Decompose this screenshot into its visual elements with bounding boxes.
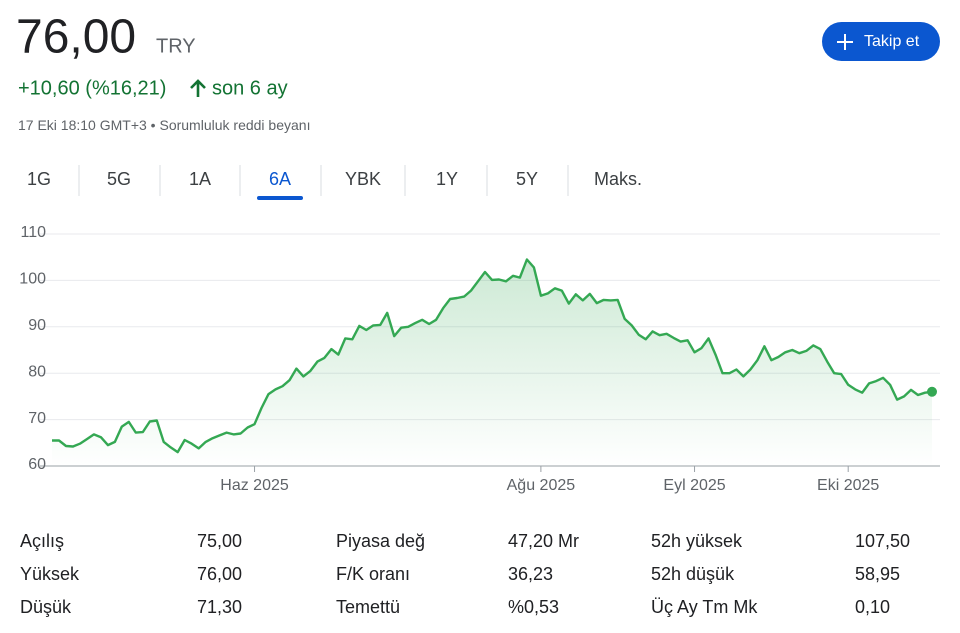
price: 76,00 bbox=[16, 11, 136, 64]
selected-underline bbox=[257, 196, 303, 200]
range-tab[interactable]: 1Y bbox=[436, 169, 458, 189]
stat-label: Düşük bbox=[20, 597, 72, 617]
button-bg bbox=[822, 22, 940, 61]
disclaimer[interactable]: Sorumluluk reddi beyanı bbox=[159, 117, 310, 133]
range-tab[interactable]: YBK bbox=[345, 169, 381, 189]
currency: TRY bbox=[156, 35, 196, 57]
stat-label: 52h düşük bbox=[651, 564, 735, 584]
timestamp: 17 Eki 18:10 GMT+3 • Sorumluluk reddi be… bbox=[18, 117, 310, 133]
stat-value: 0,10 bbox=[855, 597, 890, 617]
stat-value: 58,95 bbox=[855, 564, 900, 584]
up-arrow bbox=[190, 79, 206, 97]
stat-value: 76,00 bbox=[197, 564, 242, 584]
follow-button[interactable]: Takip et bbox=[822, 22, 940, 61]
stat-label: Açılış bbox=[20, 531, 64, 551]
price-line bbox=[52, 258, 933, 454]
range-tabs: 1G 5G 1A 6A YBK 1Y 5Y Maks. bbox=[27, 165, 642, 200]
last-point bbox=[927, 386, 937, 397]
x-tick-label: Ağu 2025 bbox=[507, 477, 576, 494]
stat-value: 47,20 Mr bbox=[508, 531, 579, 551]
range-tab[interactable]: 1A bbox=[189, 169, 211, 189]
y-tick-label: 110 bbox=[20, 224, 46, 241]
stat-label: Yüksek bbox=[20, 564, 80, 584]
chart: 60 70 80 90 100 110 Haz 2025 Ağu 2025 Eyl 2025 Ek… bbox=[19, 224, 940, 494]
y-tick-label: 70 bbox=[28, 410, 46, 427]
y-tick-label: 90 bbox=[28, 317, 46, 334]
y-tick-label: 60 bbox=[28, 456, 46, 473]
range-tab[interactable]: 5Y bbox=[516, 169, 538, 189]
range-tab[interactable]: 1G bbox=[27, 169, 51, 189]
range-tab[interactable]: Maks. bbox=[594, 169, 642, 189]
stat-label: Temettü bbox=[336, 597, 400, 617]
x-tick-label: Eki 2025 bbox=[817, 477, 879, 494]
change: +10,60 (%16,21) bbox=[18, 77, 166, 99]
stats-table: Açılış 75,00 Piyasa değ 47,20 Mr 52h yüksek 1… bbox=[20, 531, 910, 617]
y-tick-label: 80 bbox=[28, 363, 46, 380]
stat-value: 107,50 bbox=[855, 531, 910, 551]
stat-label: Piyasa değ bbox=[336, 531, 425, 551]
button-label: Takip et bbox=[864, 33, 920, 50]
y-tick-label: 100 bbox=[19, 271, 46, 288]
x-tick-label: Eyl 2025 bbox=[663, 477, 725, 494]
stat-value: 71,30 bbox=[197, 597, 242, 617]
timestamp-text: 17 Eki 18:10 GMT+3 bbox=[18, 117, 147, 133]
stat-value: %0,53 bbox=[508, 597, 559, 617]
stat-label: Üç Ay Tm Mk bbox=[651, 597, 758, 617]
stat-label: 52h yüksek bbox=[651, 531, 743, 551]
area bbox=[52, 259, 932, 466]
separator: • bbox=[147, 117, 160, 133]
stat-label: F/K oranı bbox=[336, 564, 410, 584]
stat-value: 36,23 bbox=[508, 564, 553, 584]
plus-icon bbox=[837, 34, 853, 50]
stat-value: 75,00 bbox=[197, 531, 242, 551]
range-tab[interactable]: 6A bbox=[269, 169, 291, 189]
period: son 6 ay bbox=[212, 77, 288, 99]
x-tick-label: Haz 2025 bbox=[220, 477, 289, 494]
range-tab[interactable]: 5G bbox=[107, 169, 131, 189]
